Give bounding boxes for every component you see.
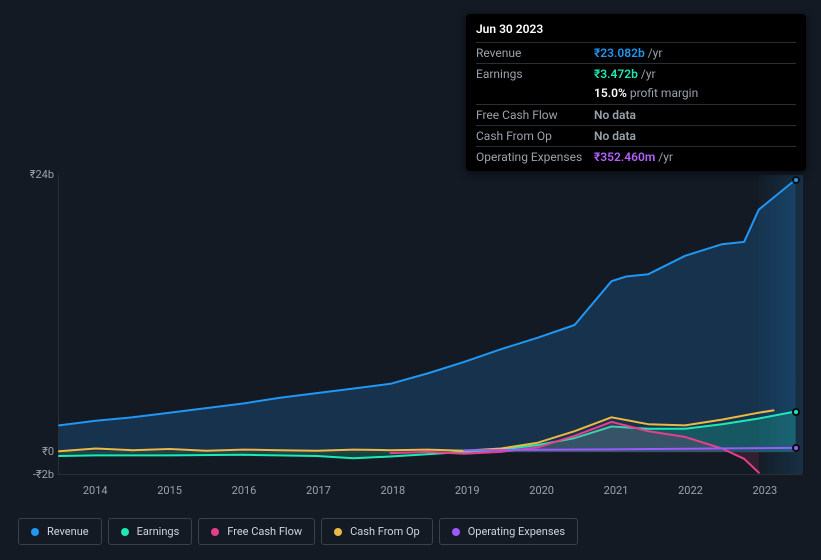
x-axis-tick-label: 2022 — [653, 484, 727, 500]
x-axis-tick-label: 2017 — [281, 484, 355, 500]
tooltip-label: Earnings — [476, 67, 594, 81]
tooltip-label: Cash From Op — [476, 129, 594, 143]
x-axis-tick-label: 2016 — [207, 484, 281, 500]
legend-label: Earnings — [137, 525, 180, 538]
legend-label: Free Cash Flow — [227, 525, 302, 538]
y-axis-tick-label: -₹2b — [18, 468, 54, 481]
legend-swatch — [121, 528, 129, 536]
series-end-marker — [792, 176, 800, 184]
chart-x-axis: 2014201520162017201820192020202120222023 — [58, 484, 802, 500]
tooltip-row: Revenue₹23.082b/yr — [476, 42, 796, 63]
x-axis-tick-label: 2019 — [430, 484, 504, 500]
legend-item[interactable]: Earnings — [108, 518, 193, 545]
tooltip-row: Cash From OpNo data — [476, 125, 796, 146]
legend-swatch — [211, 528, 219, 536]
legend-item[interactable]: Free Cash Flow — [198, 518, 315, 545]
y-axis-tick-label: ₹0 — [18, 445, 54, 458]
financials-line-chart[interactable]: -₹2b ₹0 ₹24b — [18, 160, 808, 480]
chart-tooltip: Jun 30 2023 Revenue₹23.082b/yrEarnings₹3… — [466, 14, 806, 171]
x-axis-tick-label: 2023 — [728, 484, 802, 500]
legend-item[interactable]: Operating Expenses — [439, 518, 578, 545]
tooltip-row: Free Cash FlowNo data — [476, 104, 796, 125]
tooltip-value: No data — [594, 129, 636, 143]
tooltip-row: Earnings₹3.472b/yr — [476, 63, 796, 84]
chart-legend: Revenue Earnings Free Cash Flow Cash From O… — [18, 518, 578, 545]
tooltip-profit-margin: 15.0% profit margin — [476, 84, 796, 104]
legend-swatch — [452, 528, 460, 536]
tooltip-value: ₹23.082b — [594, 46, 645, 60]
legend-item[interactable]: Revenue — [18, 518, 102, 545]
legend-label: Cash From Op — [350, 525, 420, 538]
legend-label: Operating Expenses — [468, 525, 565, 538]
tooltip-label: Free Cash Flow — [476, 108, 594, 122]
tooltip-label: Revenue — [476, 46, 594, 60]
x-axis-tick-label: 2014 — [58, 484, 132, 500]
series-end-marker — [792, 444, 800, 452]
tooltip-unit: /yr — [648, 46, 663, 60]
tooltip-value: ₹3.472b — [594, 67, 638, 81]
legend-swatch — [31, 528, 39, 536]
tooltip-value: No data — [594, 108, 636, 122]
x-axis-tick-label: 2018 — [356, 484, 430, 500]
x-axis-tick-label: 2015 — [132, 484, 206, 500]
x-axis-tick-label: 2020 — [504, 484, 578, 500]
legend-item[interactable]: Cash From Op — [321, 518, 433, 545]
tooltip-unit: /yr — [641, 67, 656, 81]
chart-svg — [59, 175, 803, 475]
legend-swatch — [334, 528, 342, 536]
tooltip-date: Jun 30 2023 — [476, 22, 796, 42]
y-axis-tick-label: ₹24b — [18, 168, 54, 181]
x-axis-tick-label: 2021 — [579, 484, 653, 500]
legend-label: Revenue — [47, 525, 89, 538]
series-end-marker — [792, 408, 800, 416]
